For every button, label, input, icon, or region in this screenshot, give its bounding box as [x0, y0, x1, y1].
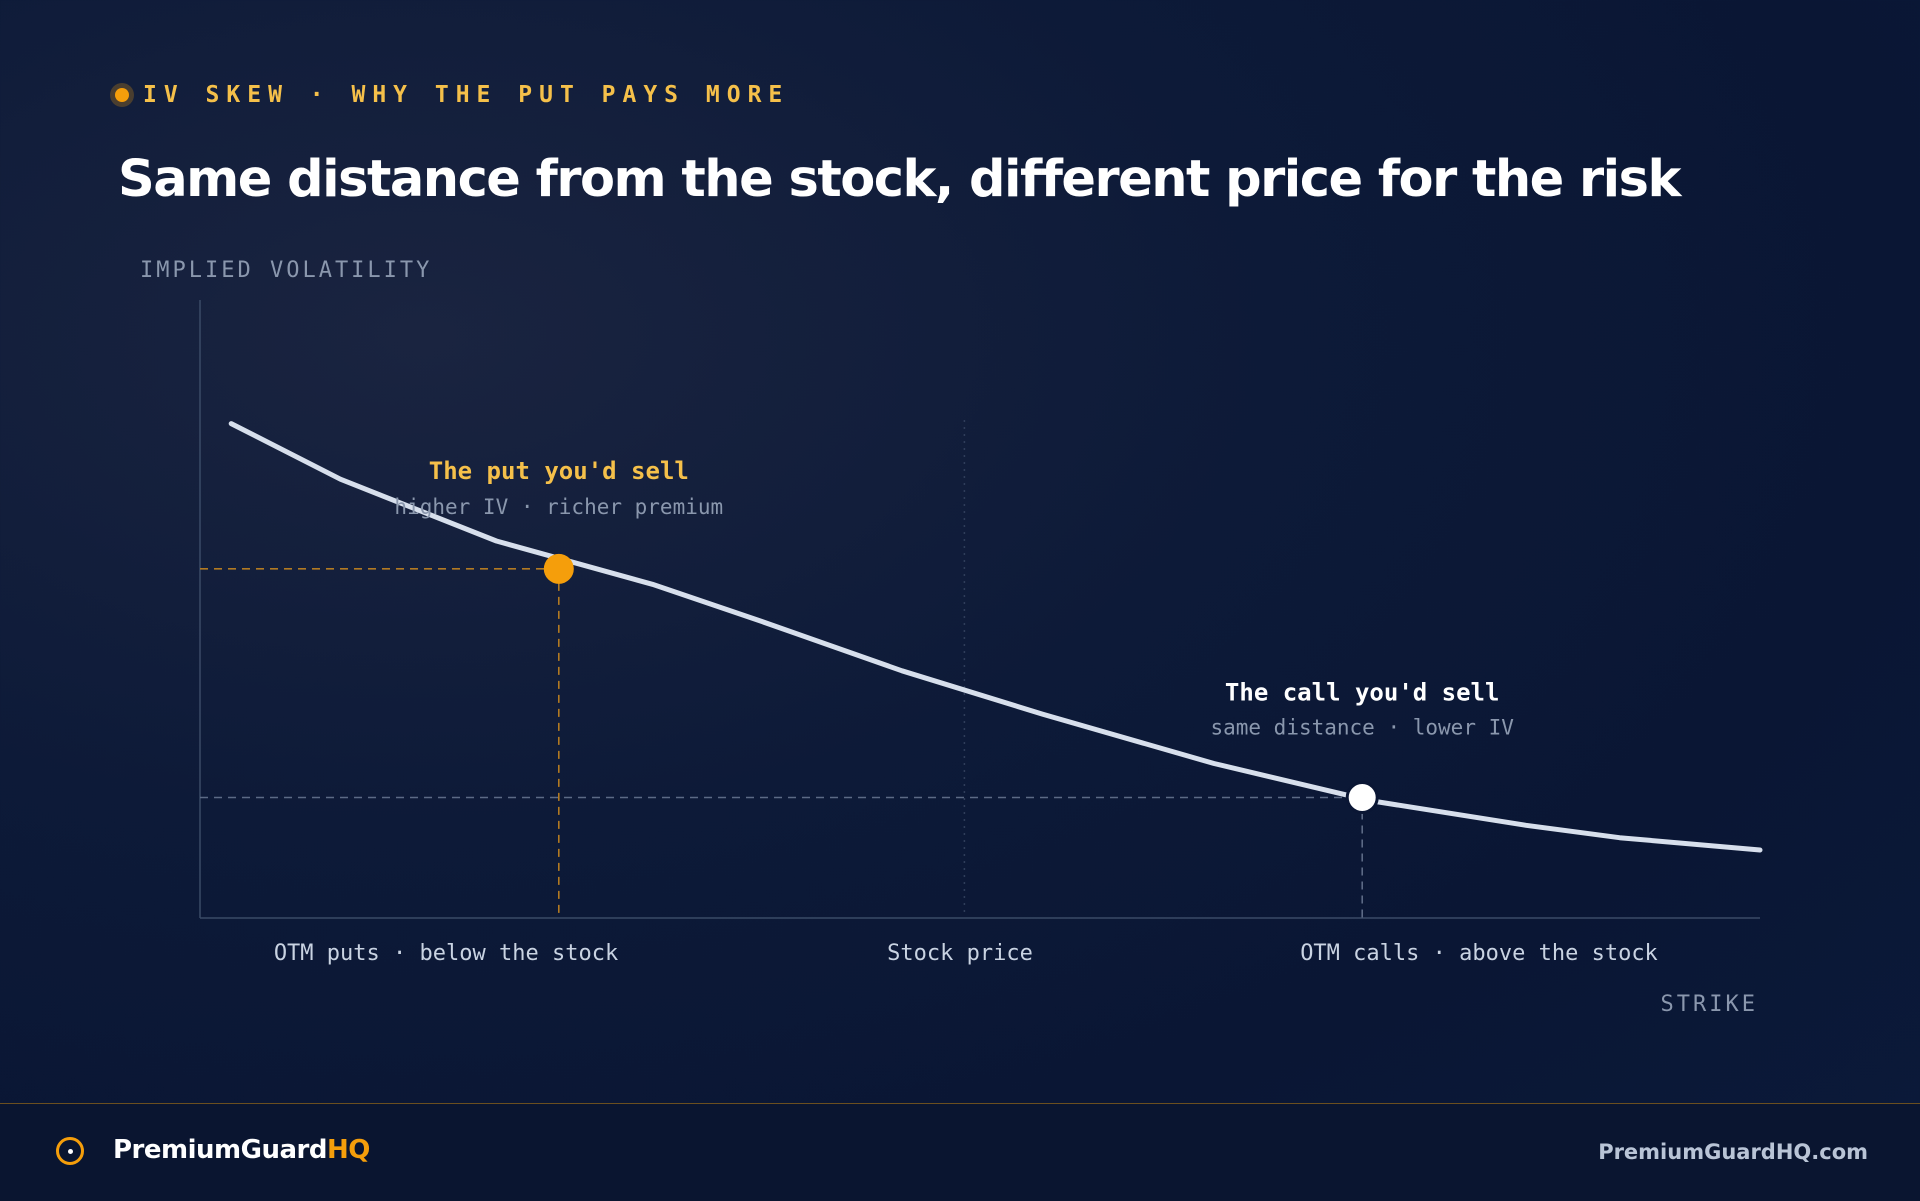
put-marker	[543, 553, 574, 584]
iv-skew-curve	[228, 421, 1763, 853]
logo-dot	[68, 1149, 73, 1154]
call-marker	[1345, 780, 1379, 814]
x-tick-label: OTM calls · above the stock	[1300, 941, 1658, 966]
x-tick-label: Stock price	[887, 941, 1033, 966]
page-title: Same distance from the stock, different …	[118, 150, 1681, 209]
eyebrow-text: IV SKEW · WHY THE PUT PAYS MORE	[143, 82, 790, 108]
x-axis-label: STRIKE	[1661, 992, 1758, 1017]
site-link[interactable]: PremiumGuardHQ.com	[1598, 1140, 1868, 1164]
brand-accent: HQ	[326, 1135, 370, 1165]
brand-logo: PremiumGuardHQ	[113, 1135, 370, 1165]
brand-main: PremiumGuard	[113, 1135, 327, 1165]
call-annotation-subtitle: same distance · lower IV	[1210, 715, 1514, 739]
eyebrow-dot-icon	[115, 88, 129, 102]
put-annotation-title: The put you'd sell	[429, 457, 689, 485]
logo-icon	[56, 1137, 84, 1165]
y-axis-label: IMPLIED VOLATILITY	[140, 258, 432, 283]
footer: PremiumGuardHQ PremiumGuardHQ.com	[0, 1103, 1920, 1201]
put-annotation-subtitle: higher IV · richer premium	[394, 495, 723, 519]
eyebrow: IV SKEW · WHY THE PUT PAYS MORE	[115, 82, 789, 108]
x-tick-label: OTM puts · below the stock	[274, 941, 618, 966]
call-annotation-title: The call you'd sell	[1225, 678, 1500, 706]
